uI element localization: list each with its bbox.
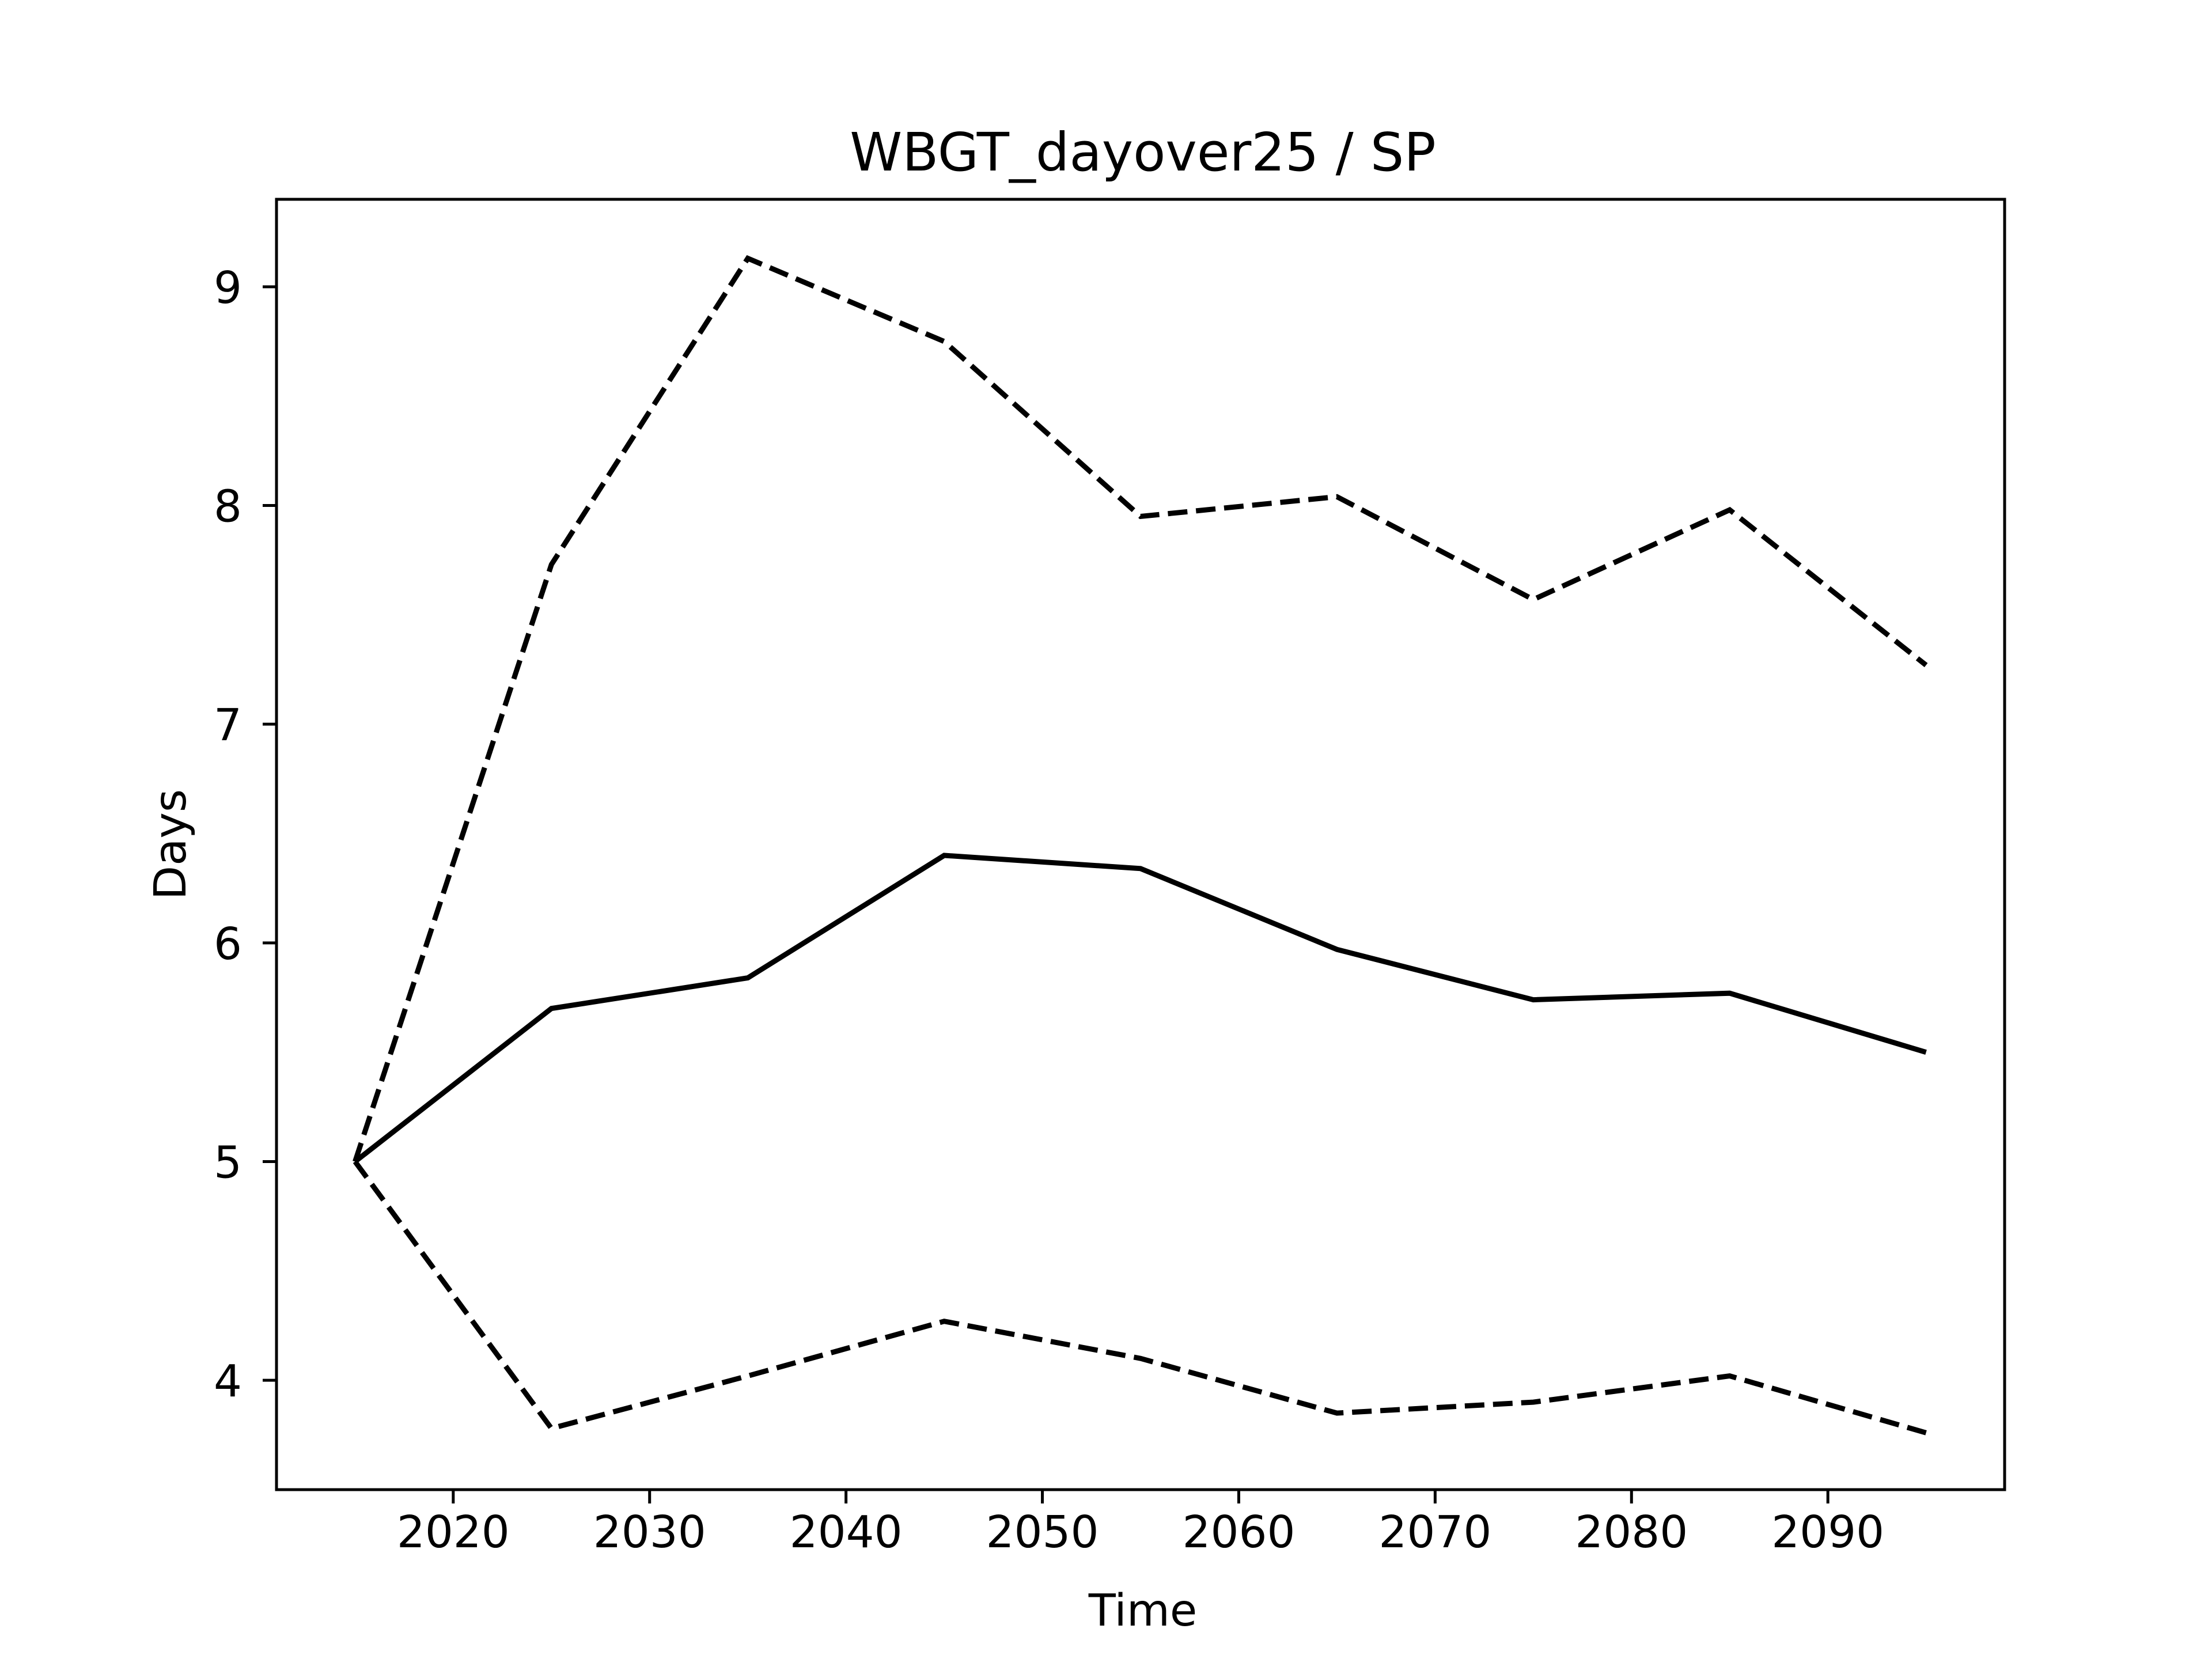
x-tick-label: 2040 bbox=[790, 1507, 903, 1558]
y-tick-label: 9 bbox=[214, 263, 242, 314]
x-tick-label: 2020 bbox=[397, 1507, 510, 1558]
y-tick-label: 6 bbox=[214, 919, 242, 970]
x-tick-label: 2060 bbox=[1182, 1507, 1295, 1558]
plot-area-frame bbox=[275, 198, 2006, 1491]
y-axis-ticks: 4 5 6 7 8 9 bbox=[214, 263, 276, 1407]
x-tick-label: 2070 bbox=[1378, 1507, 1491, 1558]
series-line-3-dashed bbox=[353, 1160, 1927, 1435]
y-tick-label: 8 bbox=[214, 482, 242, 533]
y-tick-label: 4 bbox=[214, 1356, 242, 1407]
x-axis-ticks: 2020 2030 2040 2050 2060 2070 2080 2090 bbox=[397, 1490, 1884, 1558]
chart-title: WBGT_dayover25 / SP bbox=[850, 122, 1435, 183]
x-tick-label: 2090 bbox=[1771, 1507, 1884, 1558]
x-tick-label: 2080 bbox=[1575, 1507, 1688, 1558]
y-axis-label: Days bbox=[145, 789, 196, 900]
y-tick-label: 5 bbox=[214, 1138, 242, 1189]
y-tick-label: 7 bbox=[214, 700, 242, 751]
x-tick-label: 2030 bbox=[593, 1507, 706, 1558]
series-line-1-solid bbox=[353, 853, 1927, 1164]
x-axis-label: Time bbox=[1088, 1585, 1197, 1637]
series-line-2-dashed bbox=[353, 255, 1928, 1162]
x-tick-label: 2050 bbox=[986, 1507, 1099, 1558]
series-layer bbox=[353, 255, 1928, 1435]
